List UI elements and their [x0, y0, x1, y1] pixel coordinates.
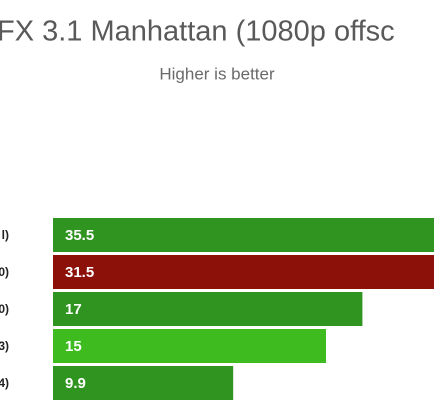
bar	[53, 329, 326, 363]
category-label: 4)	[0, 376, 9, 390]
value-label: 9.9	[65, 375, 86, 392]
chart-title: FX 3.1 Manhattan (1080p offsc	[0, 16, 395, 48]
value-label: 15	[65, 338, 82, 355]
bar	[53, 366, 234, 400]
category-label: 0)	[0, 265, 9, 279]
category-label: l)	[2, 228, 9, 242]
category-label: 3)	[0, 339, 9, 353]
value-label: 17	[65, 301, 82, 318]
bar	[53, 292, 363, 326]
bar	[53, 218, 434, 252]
value-label: 35.5	[65, 227, 94, 244]
category-label: 0)	[0, 302, 9, 316]
chart-subtitle: Higher is better	[159, 64, 275, 83]
value-label: 31.5	[65, 264, 94, 281]
bar	[53, 255, 434, 289]
